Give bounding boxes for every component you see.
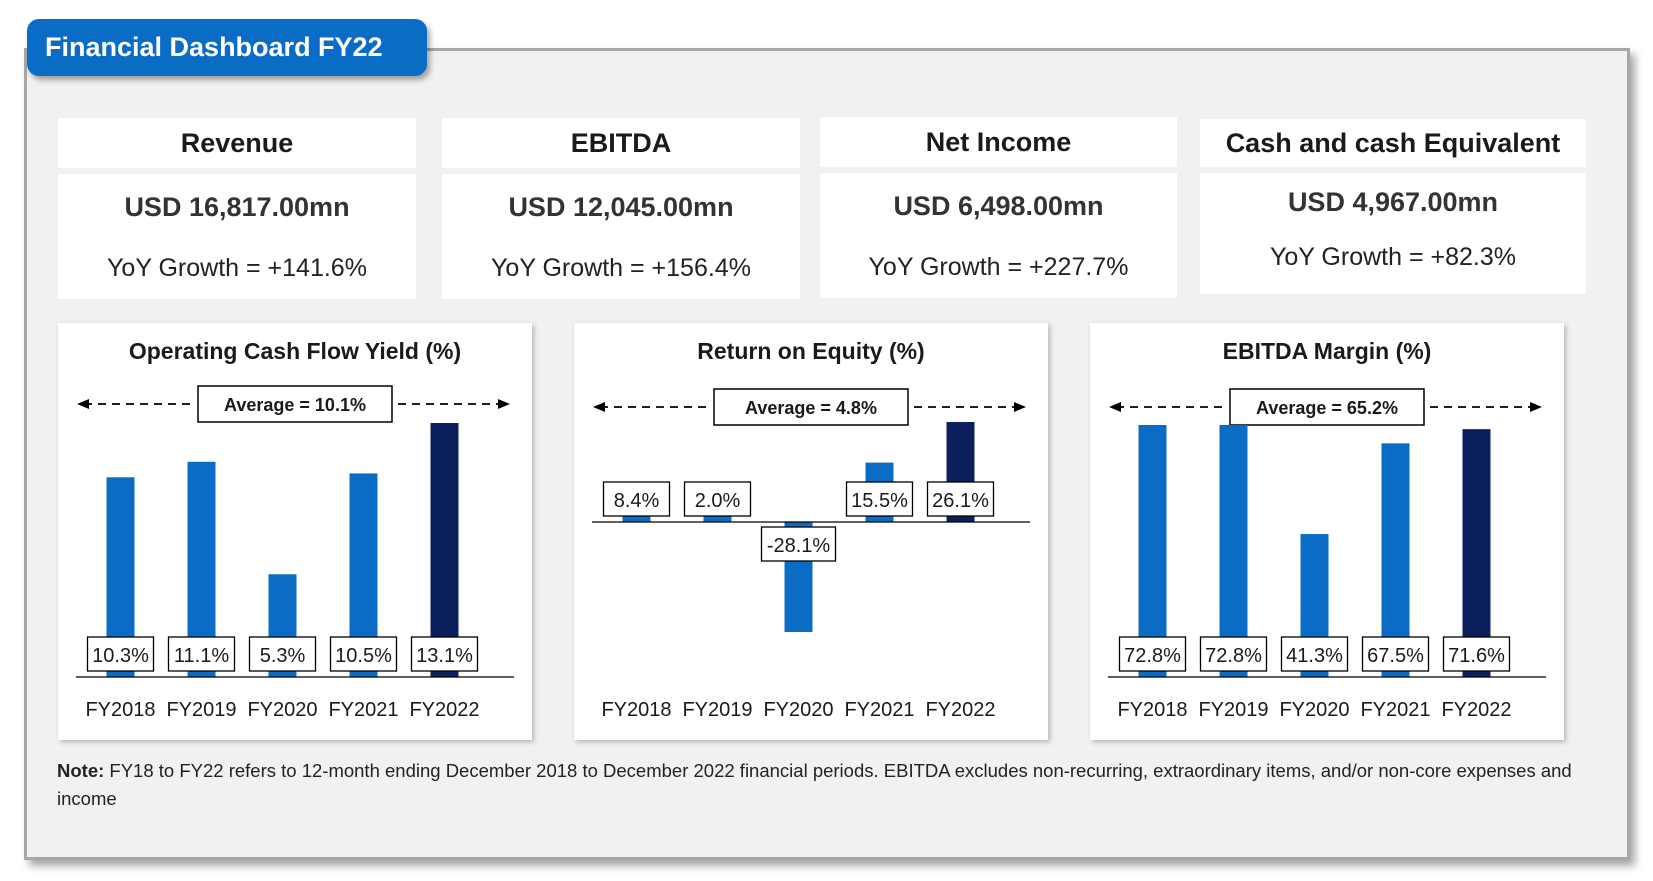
data-label-box [1442,636,1511,672]
x-tick-label: FY2020 [1279,699,1349,721]
data-label: 15.5% [851,490,908,512]
average-label: Average = 4.8% [745,398,877,418]
x-tick-label: FY2020 [247,699,317,721]
kpi-growth: YoY Growth = +227.7% [868,253,1129,281]
kpi-card-cash: Cash and cash Equivalent USD 4,967.00mn … [1200,119,1586,294]
data-label: 72.8% [1205,645,1262,667]
kpi-body: USD 12,045.00mn YoY Growth = +156.4% [442,174,800,299]
chart-card-ocf-yield: Operating Cash Flow Yield (%) Average = 1… [58,323,532,740]
data-label: 41.3% [1286,645,1343,667]
data-label-box [845,481,914,517]
average-label: Average = 65.2% [1256,398,1398,418]
kpi-label: EBITDA [442,118,800,168]
kpi-label: Revenue [58,118,416,168]
data-label: 26.1% [932,490,989,512]
footnote: Note: FY18 to FY22 refers to 12-month en… [57,757,1597,813]
kpi-value: USD 4,967.00mn [1287,187,1499,217]
x-tick-label: FY2020 [763,699,833,721]
data-label-box [248,636,317,672]
data-label: 72.8% [1124,645,1181,667]
chart-card-ebitda-margin: EBITDA Margin (%) Average = 65.2% 72.8% FY2… [1090,323,1564,740]
data-label: 13.1% [416,645,473,667]
kpi-card-net-income: Net Income USD 6,498.00mn YoY Growth = +… [820,117,1177,298]
x-tick-label: FY2021 [328,699,398,721]
kpi-card-revenue: Revenue USD 16,817.00mn YoY Growth = +14… [58,118,416,299]
ebitda-margin-chart: EBITDA Margin (%) Average = 65.2% 72.8% FY2… [1108,338,1546,721]
data-label-box [1361,636,1430,672]
x-tick-label: FY2022 [409,699,479,721]
data-label: 2.0% [695,490,741,512]
roe-chart: Return on Equity (%) Average = 4.8% 8.4% FY… [592,338,1030,721]
data-label-box [683,481,752,517]
data-label-box [926,481,995,517]
x-tick-label: FY2021 [844,699,914,721]
x-tick-label: FY2019 [682,699,752,721]
arrow-right-icon [1530,402,1542,412]
data-label-box [167,636,236,672]
kpi-card-ebitda: EBITDA USD 12,045.00mn YoY Growth = +156… [442,118,800,299]
x-tick-label: FY2018 [85,699,155,721]
chart-title: Operating Cash Flow Yield (%) [129,338,461,364]
average-box [1229,388,1425,426]
kpi-label: Net Income [820,117,1177,167]
average-box [713,388,909,426]
average-label: Average = 10.1% [224,395,366,415]
x-tick-label: FY2018 [1117,699,1187,721]
footnote-label: Note: [57,760,105,781]
arrow-right-icon [1014,402,1026,412]
bar [1462,429,1491,677]
data-label-box [760,526,837,562]
bar [1138,425,1167,677]
x-tick-label: FY2022 [925,699,995,721]
data-label: 67.5% [1367,645,1424,667]
bar [703,514,732,522]
x-tick-label: FY2019 [1198,699,1268,721]
kpi-growth: YoY Growth = +156.4% [491,254,751,282]
data-label-box [1199,636,1268,672]
kpi-value: USD 12,045.00mn [508,192,734,222]
data-label-box [410,636,479,672]
chart-card-roe: Return on Equity (%) Average = 4.8% 8.4% FY… [574,323,1048,740]
ocf-yield-chart: Operating Cash Flow Yield (%) Average = 1… [76,338,514,721]
x-tick-label: FY2018 [601,699,671,721]
x-tick-label: FY2022 [1441,699,1511,721]
kpi-body: USD 4,967.00mn YoY Growth = +82.3% [1200,173,1586,294]
kpi-body: USD 16,817.00mn YoY Growth = +141.6% [58,174,416,299]
data-label: 8.4% [614,490,660,512]
chart-title: EBITDA Margin (%) [1223,338,1432,364]
data-label: -28.1% [767,535,831,557]
data-label: 5.3% [260,645,306,667]
arrow-right-icon [498,399,510,409]
bar [1219,425,1248,677]
arrow-left-icon [77,399,89,409]
kpi-label: Cash and cash Equivalent [1200,119,1586,167]
data-label: 10.5% [335,645,392,667]
kpi-growth: YoY Growth = +141.6% [107,254,367,282]
data-label-box [1280,636,1349,672]
dashboard-title: Financial Dashboard FY22 [27,19,427,76]
data-label-box [329,636,398,672]
data-label: 10.3% [92,645,149,667]
x-tick-label: FY2019 [166,699,236,721]
kpi-body: USD 6,498.00mn YoY Growth = +227.7% [820,173,1177,298]
bar [430,423,459,677]
x-tick-label: FY2021 [1360,699,1430,721]
kpi-growth: YoY Growth = +82.3% [1269,243,1516,271]
chart-title: Return on Equity (%) [697,338,924,364]
data-label-box [86,636,155,672]
footnote-text: FY18 to FY22 refers to 12-month ending D… [57,760,1572,809]
kpi-value: USD 16,817.00mn [124,192,350,222]
arrow-left-icon [593,402,605,412]
kpi-value: USD 6,498.00mn [893,191,1104,221]
average-box [197,385,393,423]
data-label: 11.1% [174,645,229,667]
arrow-left-icon [1109,402,1121,412]
data-label-box [1118,636,1187,672]
data-label: 71.6% [1448,645,1505,667]
data-label-box [602,481,671,517]
